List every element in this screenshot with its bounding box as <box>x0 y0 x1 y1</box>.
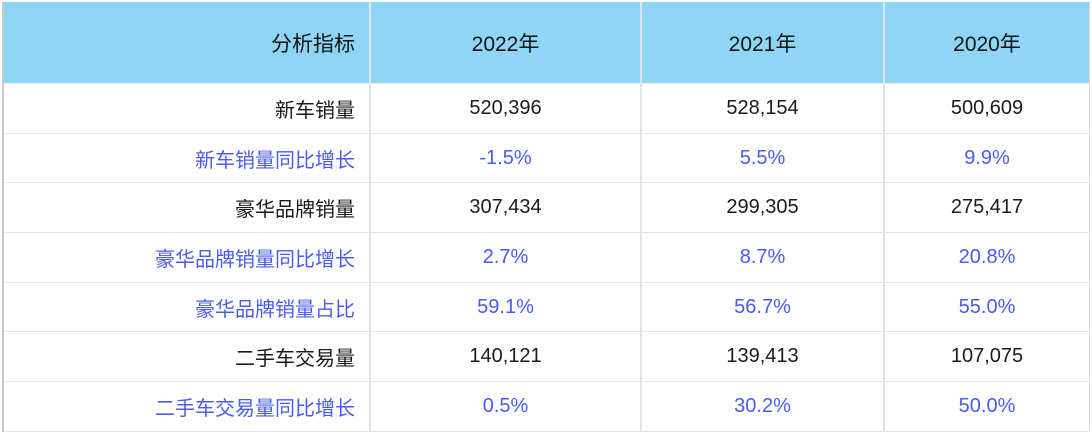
table-row: 二手车交易量 140,121 139,413 107,075 <box>4 332 1089 383</box>
table-row: 豪华品牌销量 307,434 299,305 275,417 <box>4 183 1089 234</box>
header-year-2022: 2022年 <box>371 2 642 83</box>
metric-label-cell: 二手车交易量 <box>4 332 371 382</box>
metric-label-cell: 新车销量同比增长 <box>4 133 371 183</box>
metric-label-cell: 豪华品牌销量占比 <box>4 282 371 332</box>
header-year-2021: 2021年 <box>642 2 885 83</box>
table-body: 新车销量 520,396 528,154 500,609 新车销量同比增长 -1.5% 5.… <box>4 84 1089 432</box>
value-cell: 528,154 <box>642 84 885 133</box>
value-cell: 9.9% <box>964 146 1010 169</box>
value-cell: 5.5% <box>642 133 885 183</box>
value-cell: 20.8% <box>958 245 1016 268</box>
metric-label-cell: 新车销量 <box>4 84 371 133</box>
header-metric-label: 分析指标 <box>4 2 371 83</box>
value-cell: -1.5% <box>371 133 642 183</box>
value-cell: 107,075 <box>950 345 1024 368</box>
metric-label-cell: 豪华品牌销量 <box>4 183 371 233</box>
value-cell: 275,417 <box>950 196 1024 219</box>
metric-label-cell: 二手车交易量同比增长 <box>4 382 371 431</box>
value-cell: 0.5% <box>371 382 642 431</box>
table-row: 二手车交易量同比增长 0.5% 30.2% 50.0% <box>4 382 1089 432</box>
value-cell: 299,305 <box>642 183 885 233</box>
table-row: 豪华品牌销量占比 59.1% 56.7% 55.0% <box>4 282 1089 333</box>
metric-label-cell: 豪华品牌销量同比增长 <box>4 233 371 282</box>
value-cell: 307,434 <box>371 183 642 233</box>
value-cell: 140,121 <box>371 332 642 382</box>
header-year-2020: 2020年 <box>953 32 1021 56</box>
table-header-row: 分析指标 2022年 2021年 2020年 <box>4 2 1089 84</box>
value-cell: 500,609 <box>950 96 1024 119</box>
value-cell: 56.7% <box>642 282 885 332</box>
table-row: 新车销量 520,396 528,154 500,609 <box>4 84 1089 134</box>
value-cell: 59.1% <box>371 282 642 332</box>
value-cell: 139,413 <box>642 332 885 382</box>
value-cell: 55.0% <box>958 295 1016 318</box>
table-row: 新车销量同比增长 -1.5% 5.5% 9.9% <box>4 133 1089 184</box>
value-cell: 2.7% <box>371 233 642 282</box>
value-cell: 520,396 <box>371 84 642 133</box>
table-row: 豪华品牌销量同比增长 2.7% 8.7% 20.8% <box>4 233 1089 283</box>
value-cell: 30.2% <box>642 382 885 431</box>
value-cell: 50.0% <box>958 394 1016 417</box>
value-cell: 8.7% <box>642 233 885 282</box>
